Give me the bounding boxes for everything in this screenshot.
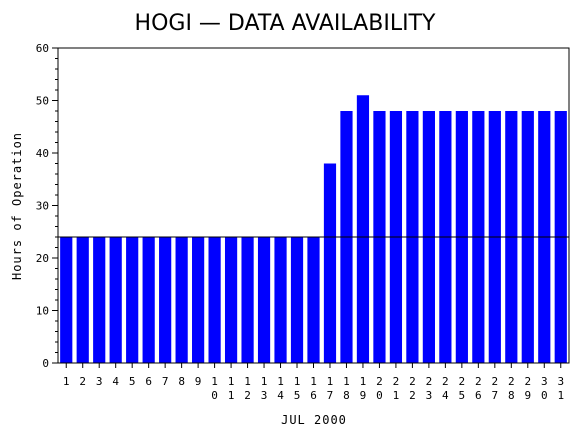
y-tick-label: 20 [36,252,49,265]
bar-day-13 [257,237,271,363]
y-tick-label: 40 [36,147,49,160]
x-tick-label: 9 [195,375,202,388]
bar-day-17 [323,163,337,363]
bar-day-12 [241,237,254,363]
x-axis-label: JUL 2000 [281,413,347,427]
x-tick-label: 7 [162,375,169,388]
x-tick-label: 4 [112,375,119,388]
bar-day-16 [307,237,320,363]
y-tick-label: 0 [42,357,49,370]
bar-day-3 [93,237,106,363]
chart-title: HOGI — DATA AVAILABILITY [135,11,436,36]
bar-day-8 [175,237,188,363]
x-tick-label: 3 [96,375,103,388]
bar-day-9 [192,237,205,363]
bar-day-10 [208,237,221,363]
y-tick-label: 10 [36,305,49,318]
bar-day-1 [60,237,73,363]
x-tick-label: 8 [178,375,185,388]
bar-day-11 [224,237,238,363]
x-tick-label: 1 [63,375,70,388]
bar-day-19 [356,95,370,363]
y-tick-label: 60 [36,42,49,55]
y-tick-label: 30 [36,200,49,213]
bar-day-5 [126,237,139,363]
bar-day-15 [290,237,304,363]
bar-day-6 [142,237,155,363]
y-axis-label: Hours of Operation [10,132,24,280]
x-tick-label: 5 [129,375,136,388]
bar-day-14 [274,237,287,363]
bar-day-4 [109,237,122,363]
y-tick-label: 50 [36,95,49,108]
x-tick-label: 6 [145,375,152,388]
x-tick-label: 2 [79,375,86,388]
bar-day-2 [76,237,89,363]
bar-day-7 [159,237,172,363]
